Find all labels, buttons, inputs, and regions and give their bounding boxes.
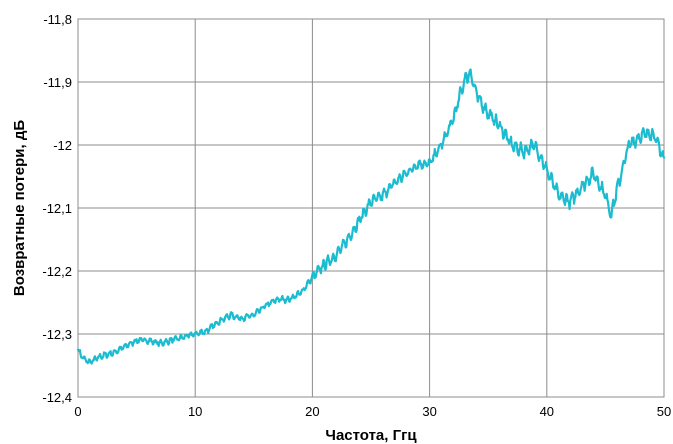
x-axis-tick-labels: 0 10 20 30 40 50 (74, 404, 671, 419)
y-tick-label: -11,8 (43, 12, 72, 27)
plot-area (76, 18, 666, 398)
y-tick-label: -12,3 (42, 327, 72, 342)
y-tick-label: -12,4 (42, 390, 72, 405)
y-tick-label: -12 (53, 138, 72, 153)
x-tick-label: 20 (305, 404, 319, 419)
y-tick-label: -12,2 (42, 264, 72, 279)
return-loss-series-line (76, 68, 666, 365)
y-tick-label: -11,9 (43, 75, 72, 90)
x-tick-label: 30 (422, 404, 436, 419)
y-tick-label: -12,1 (42, 201, 72, 216)
x-tick-label: 0 (74, 404, 81, 419)
y-axis-tick-labels: -12,4 -12,3 -12,2 -12,1 -12 -11,9 -11,8 (42, 12, 72, 405)
x-axis-title: Частота, Ггц (325, 427, 417, 444)
horizontal-gridlines (78, 18, 664, 398)
y-axis-title: Возвратные потери, дБ (11, 120, 28, 296)
x-tick-label: 10 (188, 404, 202, 419)
x-tick-label: 50 (657, 404, 671, 419)
x-tick-label: 40 (540, 404, 554, 419)
